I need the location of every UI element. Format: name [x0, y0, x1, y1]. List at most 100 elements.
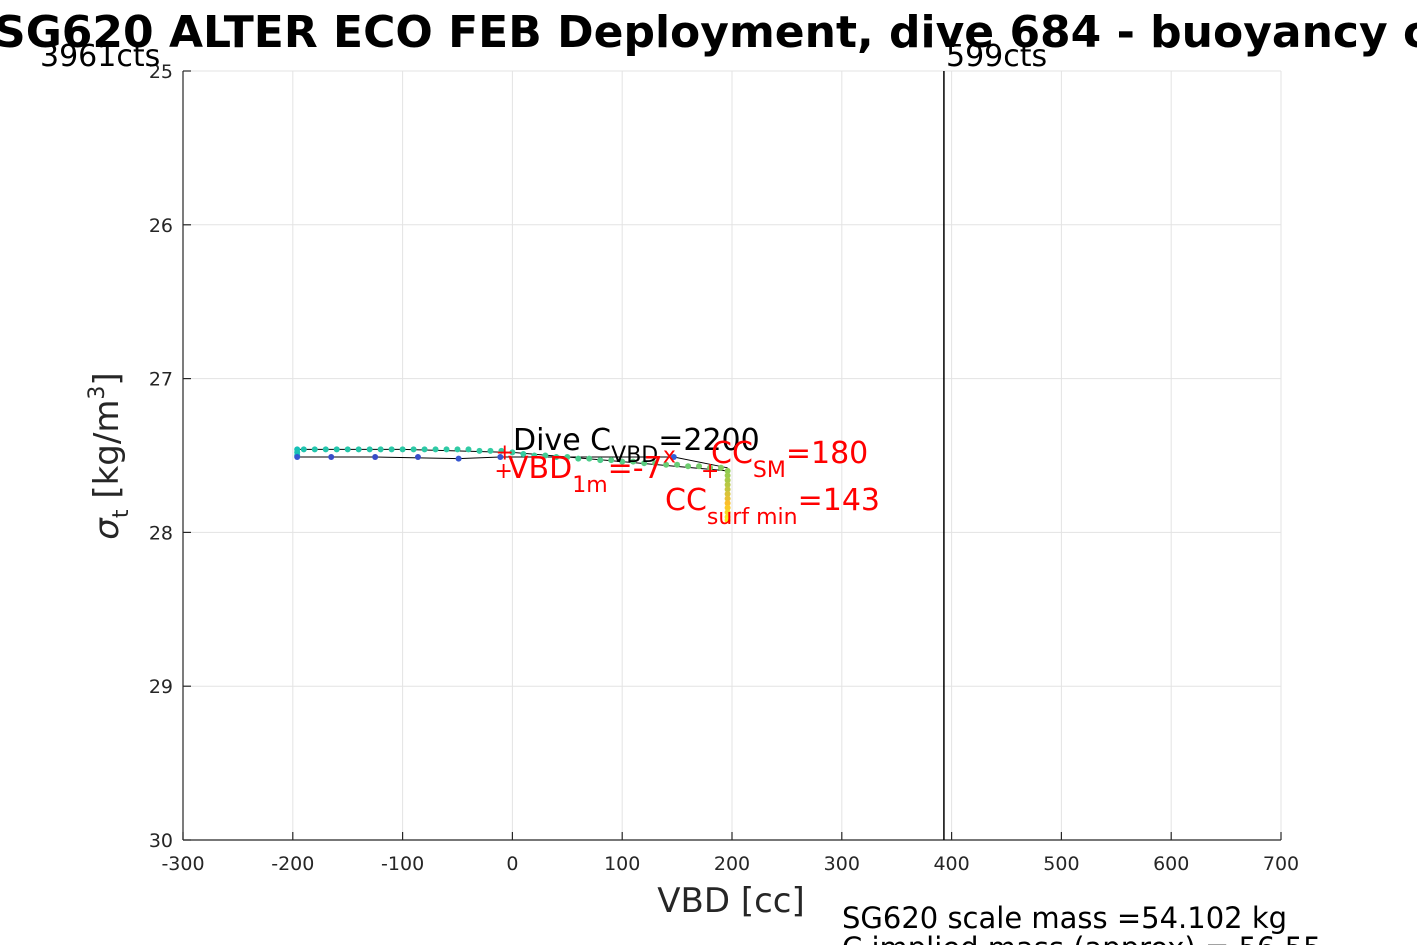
data-point	[641, 460, 648, 467]
data-point	[619, 458, 626, 465]
data-point	[724, 472, 731, 479]
data-point	[465, 446, 472, 453]
data-point	[300, 446, 307, 453]
data-point	[542, 452, 549, 459]
data-point	[476, 447, 483, 454]
data-point	[377, 446, 384, 453]
x-tick-label: 200	[714, 853, 750, 875]
y-tick-label: 25	[149, 61, 173, 83]
x-tick-label: 500	[1043, 853, 1079, 875]
data-point	[724, 477, 731, 484]
y-tick-label: 30	[149, 830, 173, 852]
y-label-sigma: σ	[87, 517, 127, 540]
data-point	[696, 463, 703, 470]
data-point	[685, 463, 692, 470]
data-point	[509, 449, 516, 456]
y-label-sub: t	[109, 509, 134, 518]
svg-text:σt [kg/m3]: σt [kg/m3]	[85, 372, 134, 539]
data-point	[322, 446, 329, 453]
data-point	[487, 447, 494, 454]
data-point	[718, 464, 725, 471]
data-point	[421, 446, 428, 453]
x-tick-label: 300	[824, 853, 860, 875]
data-point	[388, 446, 395, 453]
footer-scale-mass: SG620 scale mass =54.102 kg	[842, 901, 1287, 935]
data-point	[553, 454, 560, 461]
data-point	[724, 467, 731, 474]
axes: -300 -200 -100 0 100 200 300 400 500 600 700 25 26 27…	[149, 61, 1299, 875]
data-point	[520, 450, 527, 457]
x-tick-label: 700	[1263, 853, 1299, 875]
vbd-1m-annotation: VBD1m=-7	[508, 451, 663, 498]
data-point	[707, 464, 714, 471]
red-marker: +	[701, 459, 719, 484]
footer-implied-mass: C implied mass (approx) = 56.55	[842, 931, 1322, 945]
y-axis-label: σt [kg/m3]	[85, 372, 134, 539]
data-point	[724, 486, 731, 493]
data-point	[575, 455, 582, 462]
y-tick-label: 28	[149, 522, 173, 544]
x-tick-label: 0	[506, 853, 518, 875]
data-point	[531, 452, 538, 459]
data-point	[630, 458, 637, 465]
chart-title: SG620 ALTER ECO FEB Deployment, dive 684…	[0, 7, 1417, 58]
data-point	[366, 446, 373, 453]
x-axis-label: VBD [cc]	[657, 881, 805, 921]
data-point	[670, 454, 677, 461]
x-tick-label: 600	[1153, 853, 1189, 875]
data-point	[344, 446, 351, 453]
cc-surf-min-annotation: CCsurf min=143	[665, 483, 880, 530]
data-point	[333, 446, 340, 453]
data-point	[328, 454, 335, 461]
data-point	[399, 446, 406, 453]
y-label-sup: 3	[85, 386, 110, 400]
data-point	[454, 446, 461, 453]
data-point	[586, 455, 593, 462]
data-point	[372, 454, 379, 461]
x-tick-label: -100	[381, 853, 424, 875]
data-point	[564, 454, 571, 461]
y-label-unit: [kg/m	[87, 400, 127, 510]
x-tick-label: 100	[604, 853, 640, 875]
data-point	[498, 447, 505, 454]
series-line-line_up	[297, 456, 728, 469]
cc-sm-annotation: CCSM=180	[711, 436, 868, 483]
x-tick-label: -200	[271, 853, 314, 875]
annotations: + x++	[494, 440, 719, 483]
data-point	[355, 446, 362, 453]
data-point	[311, 446, 318, 453]
data-point	[724, 500, 731, 507]
data-point	[443, 446, 450, 453]
data-point	[724, 490, 731, 497]
data-point	[724, 504, 731, 511]
x-tick-label: -300	[161, 853, 204, 875]
data-points	[294, 446, 731, 524]
red-marker: x	[663, 444, 676, 469]
data-point	[674, 461, 681, 468]
y-tick-label: 26	[149, 215, 173, 237]
y-label-close: ]	[87, 372, 127, 385]
data-point	[724, 517, 731, 524]
data-point	[608, 457, 615, 464]
data-point	[410, 446, 417, 453]
data-point	[663, 461, 670, 468]
data-point	[455, 455, 462, 462]
data-point	[724, 509, 731, 516]
data-point	[414, 454, 421, 461]
data-point	[294, 454, 301, 461]
y-tick-label: 27	[149, 369, 173, 391]
red-marker: +	[495, 440, 513, 465]
data-point	[597, 457, 604, 464]
data-point	[724, 481, 731, 488]
right-corner-label: 599cts	[946, 39, 1047, 74]
y-tick-label: 29	[149, 676, 173, 698]
red-marker: +	[494, 459, 512, 484]
data-point	[652, 460, 659, 467]
data-point	[432, 446, 439, 453]
x-tick-label: 400	[933, 853, 969, 875]
data-point	[724, 495, 731, 502]
data-point	[497, 454, 504, 461]
left-corner-label: 3961cts	[40, 39, 160, 74]
dive-cvbd-annotation: Dive CVBD=2200	[513, 423, 760, 468]
